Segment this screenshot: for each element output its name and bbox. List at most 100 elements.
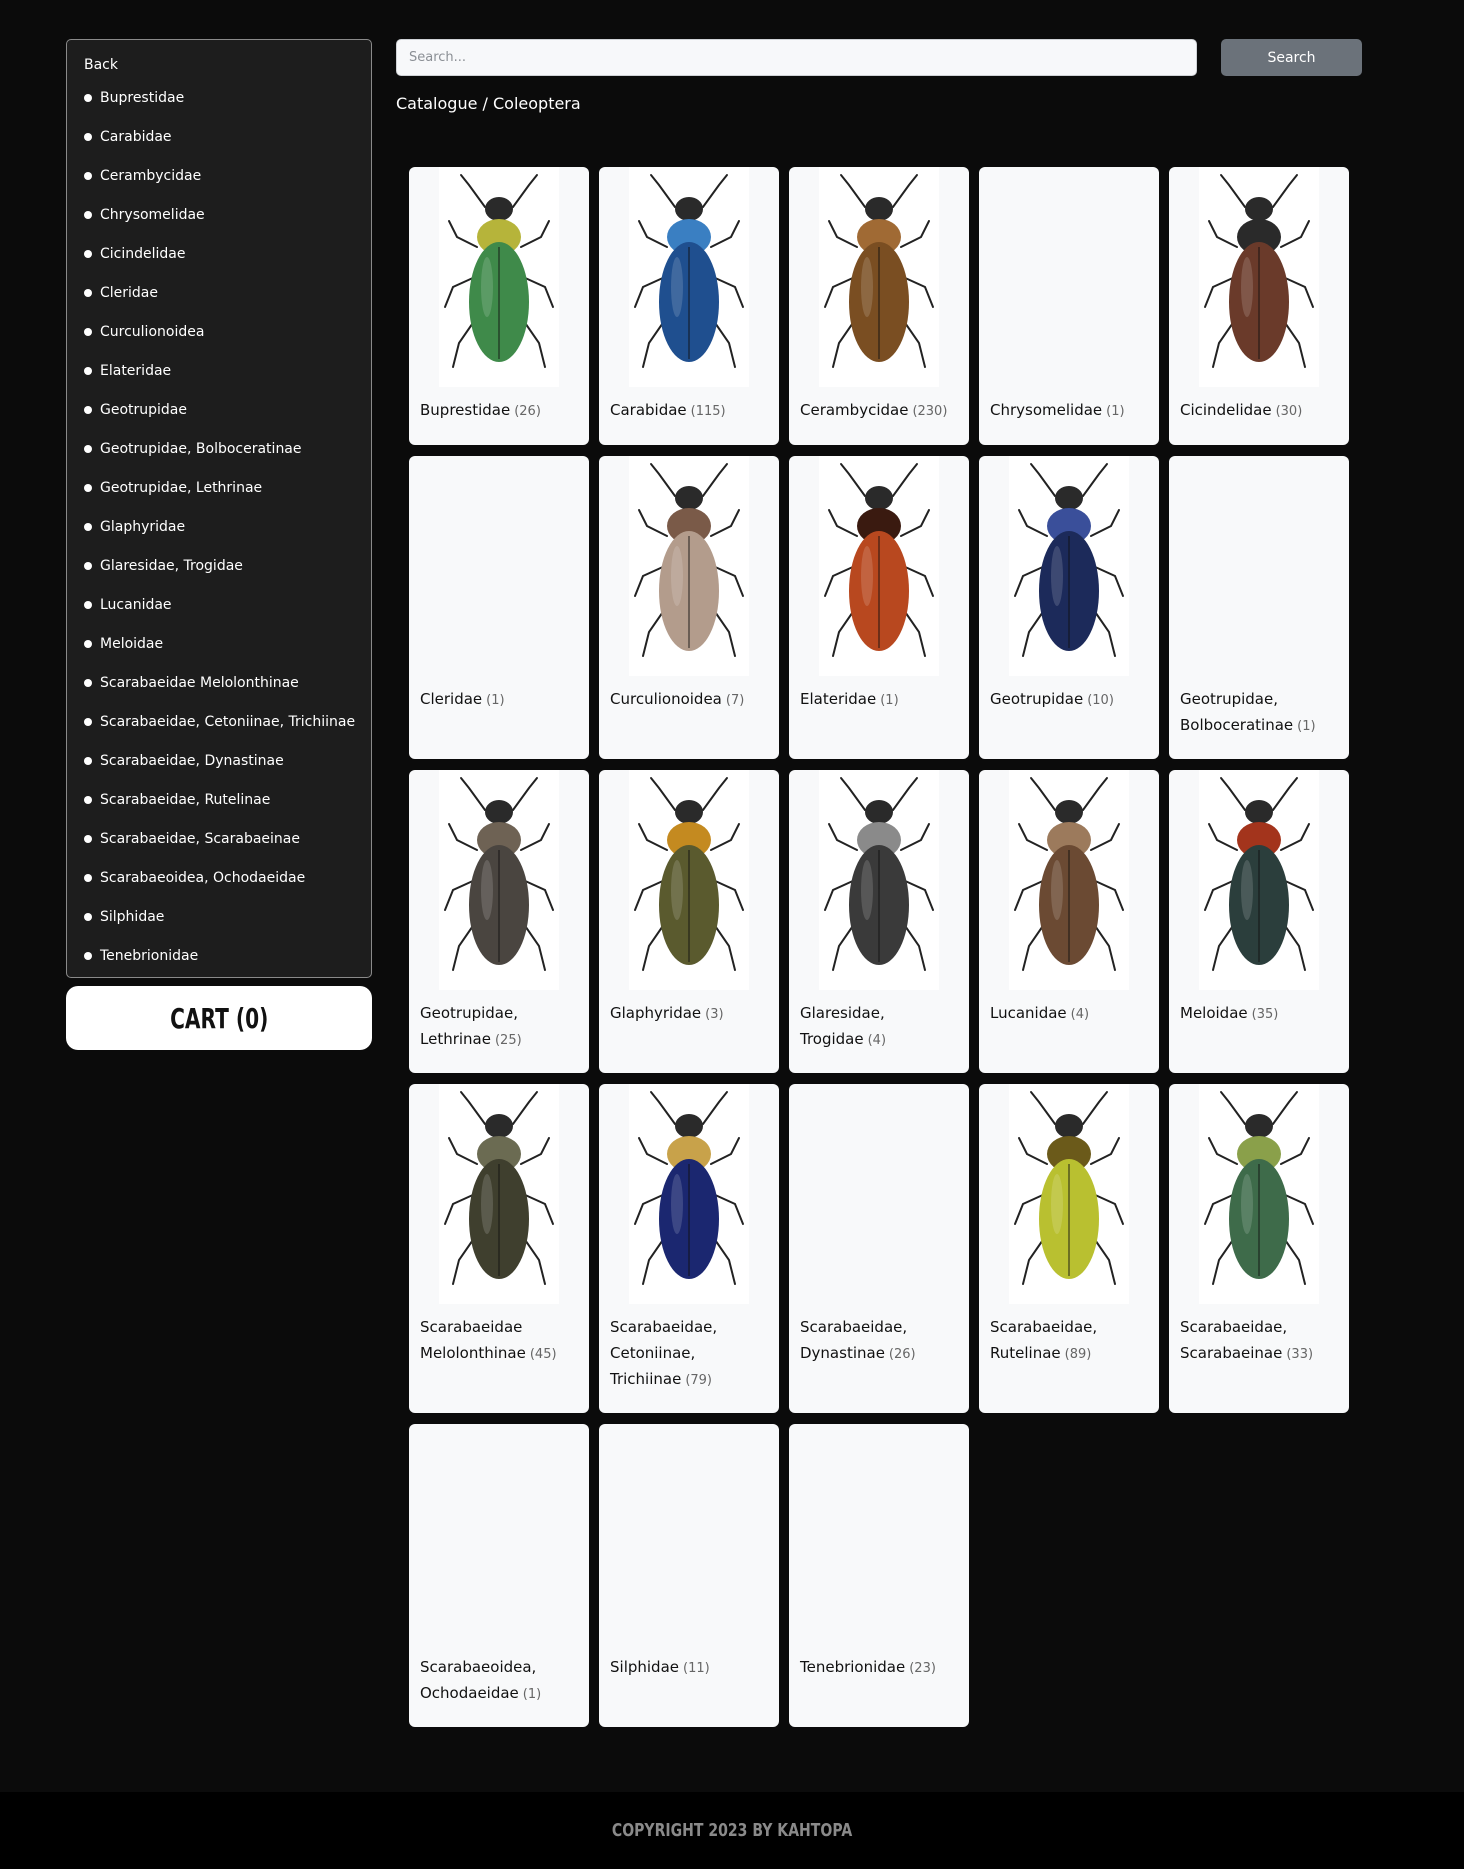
item-count: (30) [1275,404,1303,419]
sidebar-item[interactable]: Glaresidae, Trogidae [67,546,371,585]
sidebar-item[interactable]: Scarabaeoidea, Ochodaeidae [67,858,371,897]
category-card[interactable]: Glaphyridae (3) [599,770,779,1073]
category-card[interactable]: Silphidae (11) [599,1424,779,1727]
beetle-image [1199,770,1319,990]
back-link[interactable]: Back [84,57,118,73]
shining-leaf-chafer-icon [979,1084,1159,1306]
category-card[interactable]: Cerambycidae (230) [789,167,969,445]
trogid-beetle-icon [789,770,969,992]
category-card[interactable]: Geotrupidae (10) [979,456,1159,759]
sidebar-item[interactable]: Buprestidae [67,78,371,117]
category-card[interactable]: Scarabaeoidea, Ochodaeidae (1) [409,1424,589,1727]
beetle-image [629,167,749,387]
sidebar-item[interactable]: Geotrupidae, Bolboceratinae [67,429,371,468]
sidebar-item[interactable]: Elateridae [67,351,371,390]
category-card[interactable]: Curculionoidea (7) [599,456,779,759]
lethrus-beetle-icon [409,770,589,992]
card-label: Geotrupidae, Bolboceratinae (1) [1180,686,1341,740]
item-count: (79) [685,1373,712,1388]
category-name: Elateridae [800,690,877,708]
card-label: Meloidae (35) [1180,1000,1341,1028]
category-card[interactable]: Scarabaeidae Melolonthinae (45) [409,1084,589,1413]
category-card[interactable]: Geotrupidae, Bolboceratinae (1) [1169,456,1349,759]
sidebar-item[interactable]: Scarabaeidae Melolonthinae [67,663,371,702]
cart-button[interactable]: CART (0) [66,986,372,1050]
category-card[interactable]: Tenebrionidae (23) [789,1424,969,1727]
sidebar-item[interactable]: Scarabaeidae, Cetoniinae, Trichiinae [67,702,371,741]
sidebar-item[interactable]: Lucanidae [67,585,371,624]
category-card[interactable]: Cicindelidae (30) [1169,167,1349,445]
category-name: Glaphyridae [610,1004,702,1022]
beetle-image [439,167,559,387]
chafer-beetle-icon [409,1084,589,1306]
sidebar-item-label: Cerambycidae [100,167,202,184]
image-placeholder [789,1424,969,1646]
sidebar-item[interactable]: Tenebrionidae [67,936,371,975]
sidebar-item-label: Elateridae [100,362,172,379]
category-name: Buprestidae [420,401,511,419]
glaphyrid-beetle-icon [599,770,779,992]
sidebar-item[interactable]: Curculionoidea [67,312,371,351]
sidebar-item[interactable]: Scarabaeidae, Scarabaeinae [67,819,371,858]
card-label: Lucanidae (4) [990,1000,1151,1028]
beetle-image [819,167,939,387]
category-card[interactable]: Lucanidae (4) [979,770,1159,1073]
item-count: (115) [690,404,726,419]
bullet-icon [84,327,92,336]
sidebar-item[interactable]: Carabidae [67,117,371,156]
sidebar-item[interactable]: Silphidae [67,897,371,936]
category-card[interactable]: Geotrupidae, Lethrinae (25) [409,770,589,1073]
search-input[interactable] [396,39,1197,76]
category-card[interactable]: Buprestidae (26) [409,167,589,445]
category-card[interactable]: Chrysomelidae (1) [979,167,1159,445]
card-label: Geotrupidae (10) [990,686,1151,714]
bullet-icon [84,795,92,804]
search-button[interactable]: Search [1221,39,1362,76]
category-name: Scarabaeidae, Dynastinae [800,1318,908,1362]
sidebar-item[interactable]: Cerambycidae [67,156,371,195]
item-count: (1) [1297,719,1316,734]
blister-beetle-icon [1169,770,1349,992]
bullet-icon [84,873,92,882]
sidebar-item[interactable]: Meloidae [67,624,371,663]
card-label: Chrysomelidae (1) [990,397,1151,425]
bullet-icon [84,483,92,492]
category-card[interactable]: Glaresidae, Trogidae (4) [789,770,969,1073]
category-card[interactable]: Scarabaeidae, Scarabaeinae (33) [1169,1084,1349,1413]
sidebar-item[interactable]: Glaphyridae [67,507,371,546]
sidebar-item-label: Glaphyridae [100,518,186,535]
item-count: (1) [486,693,505,708]
category-card[interactable]: Cleridae (1) [409,456,589,759]
sidebar-item[interactable]: Scarabaeidae, Dynastinae [67,741,371,780]
category-card[interactable]: Meloidae (35) [1169,770,1349,1073]
category-card[interactable]: Scarabaeidae, Cetoniinae, Trichiinae (79) [599,1084,779,1413]
image-placeholder [979,167,1159,389]
sidebar-item[interactable]: Scarabaeidae, Rutelinae [67,780,371,819]
sidebar-item[interactable]: Cleridae [67,273,371,312]
category-name: Curculionoidea [610,690,722,708]
sidebar-item[interactable]: Cicindelidae [67,234,371,273]
category-card[interactable]: Scarabaeidae, Rutelinae (89) [979,1084,1159,1413]
card-label: Scarabaeidae, Scarabaeinae (33) [1180,1314,1341,1368]
item-count: (89) [1064,1347,1092,1362]
category-card[interactable]: Carabidae (115) [599,167,779,445]
card-label: Scarabaeoidea, Ochodaeidae (1) [420,1654,581,1708]
sidebar-item[interactable]: Chrysomelidae [67,195,371,234]
category-card[interactable]: Elateridae (1) [789,456,969,759]
image-placeholder [1169,456,1349,678]
card-label: Cicindelidae (30) [1180,397,1341,425]
sidebar-item[interactable]: Geotrupidae [67,390,371,429]
category-card[interactable]: Scarabaeidae, Dynastinae (26) [789,1084,969,1413]
category-name: Scarabaeidae, Scarabaeinae [1180,1318,1288,1362]
bullet-icon [84,834,92,843]
dung-beetle-icon [979,456,1159,678]
sidebar-list: Buprestidae Carabidae Cerambycidae Chrysome… [67,78,371,975]
sidebar-item[interactable]: Geotrupidae, Lethrinae [67,468,371,507]
category-name: Meloidae [1180,1004,1248,1022]
bullet-icon [84,249,92,258]
beetle-image [629,1084,749,1304]
category-name: Chrysomelidae [990,401,1103,419]
beetle-image [1009,456,1129,676]
item-count: (26) [888,1347,916,1362]
bullet-icon [84,600,92,609]
